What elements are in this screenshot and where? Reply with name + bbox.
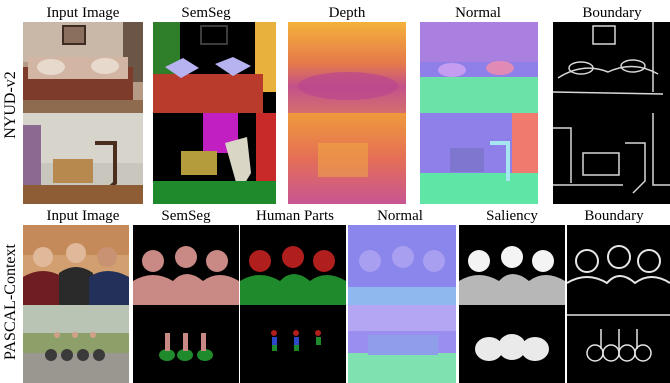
pascal-portrait-boundary (567, 225, 670, 305)
pascal-cyclists-semseg (133, 305, 239, 383)
pascal-portrait-normal (348, 225, 456, 305)
pascal-header-semseg: SemSeg (161, 208, 211, 224)
pascal-cyclists-input-image (23, 305, 129, 383)
pascal-portrait-semseg (133, 225, 239, 305)
pascal-cyclists-human-parts (240, 305, 346, 383)
nyud-study-boundary (553, 113, 670, 204)
nyud-header-boundary: Boundary (582, 5, 642, 21)
nyud-bedroom-normal (420, 22, 538, 114)
pascal-header-input-image: Input Image (46, 208, 120, 224)
nyud-header-semseg: SemSeg (181, 5, 231, 21)
nyud-bedroom-depth (288, 22, 406, 114)
nyud-study-depth (288, 113, 406, 204)
nyud-study-input-image (23, 113, 143, 204)
nyud-bedroom-input-image (23, 22, 143, 114)
nyud-header-depth: Depth (328, 5, 366, 21)
pascal-dataset-label: PASCAL-Context (2, 244, 19, 360)
pascal-portrait-input-image (23, 225, 129, 305)
pascal-portrait-saliency (459, 225, 565, 305)
pascal-cyclists-saliency (459, 305, 565, 383)
nyud-dataset-label: NYUD-v2 (2, 71, 19, 139)
nyud-bedroom-boundary (553, 22, 670, 114)
pascal-header-saliency: Saliency (486, 208, 538, 224)
nyud-header-input-image: Input Image (46, 5, 120, 21)
nyud-study-normal (420, 113, 538, 204)
pascal-header-normal: Normal (377, 208, 423, 224)
nyud-bedroom-semseg (153, 22, 276, 114)
pascal-portrait-human-parts (240, 225, 346, 305)
pascal-header-human-parts: Human Parts (256, 208, 334, 224)
nyud-study-semseg (153, 113, 276, 204)
pascal-cyclists-normal (348, 305, 456, 383)
pascal-header-boundary: Boundary (584, 208, 644, 224)
nyud-header-normal: Normal (455, 5, 501, 21)
pascal-cyclists-boundary (567, 305, 670, 383)
